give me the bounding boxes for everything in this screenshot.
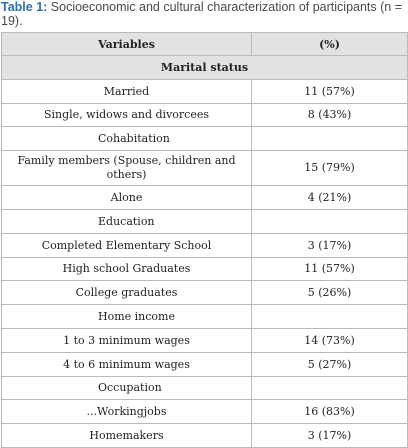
row-value xyxy=(251,126,408,152)
table-caption-label: Table 1: xyxy=(1,0,48,14)
row-value: 15 (79%) xyxy=(251,150,408,187)
table-row: Education xyxy=(1,208,408,234)
table-row: Alone 4 (21%) xyxy=(1,185,408,210)
table-row: Home income xyxy=(1,304,408,329)
table-row: 1 to 3 minimum wages 14 (73%) xyxy=(1,327,408,353)
table-row: Homemakers 3 (17%) xyxy=(1,423,408,448)
table-caption-text: Socioeconomic and cultural characterizat… xyxy=(1,0,403,28)
table-row: ...Workingjobs 16 (83%) xyxy=(1,399,408,425)
row-subheading: Cohabitation xyxy=(1,126,252,152)
row-value xyxy=(251,375,408,401)
row-value: 8 (43%) xyxy=(251,102,408,128)
header-percent: (%) xyxy=(251,32,408,56)
row-variable: Homemakers xyxy=(1,423,252,448)
row-variable: 4 to 6 minimum wages xyxy=(1,351,252,377)
characterization-table: Variables (%) Marital status Married 11 … xyxy=(1,32,408,448)
table-row: Occupation xyxy=(1,375,408,401)
row-value: 3 (17%) xyxy=(251,423,408,448)
row-value: 14 (73%) xyxy=(251,327,408,353)
row-value: 16 (83%) xyxy=(251,399,408,425)
row-value: 3 (17%) xyxy=(251,232,408,258)
row-subheading: Home income xyxy=(1,304,252,329)
row-variable: 1 to 3 minimum wages xyxy=(1,327,252,353)
row-variable: College graduates xyxy=(1,280,252,306)
row-value: 5 (27%) xyxy=(251,351,408,377)
table-row: Family members (Spouse, children and oth… xyxy=(1,150,408,187)
header-variables: Variables xyxy=(1,32,252,56)
row-variable: Family members (Spouse, children and oth… xyxy=(1,150,252,187)
row-variable: Single, widows and divorcees xyxy=(1,102,252,128)
row-variable: High school Graduates xyxy=(1,256,252,282)
table-row: Cohabitation xyxy=(1,126,408,152)
row-value: 11 (57%) xyxy=(251,78,408,104)
table-row: Completed Elementary School 3 (17%) xyxy=(1,232,408,258)
row-value: 4 (21%) xyxy=(251,185,408,210)
table-row: College graduates 5 (26%) xyxy=(1,280,408,306)
row-subheading: Education xyxy=(1,208,252,234)
table-caption: Table 1: Socioeconomic and cultural char… xyxy=(1,0,407,28)
row-variable: Alone xyxy=(1,185,252,210)
row-value: 11 (57%) xyxy=(251,256,408,282)
table-row: 4 to 6 minimum wages 5 (27%) xyxy=(1,351,408,377)
row-value: 5 (26%) xyxy=(251,280,408,306)
row-variable: Completed Elementary School xyxy=(1,232,252,258)
header-row: Variables (%) xyxy=(1,32,408,56)
row-value xyxy=(251,304,408,329)
row-value xyxy=(251,208,408,234)
table-row: Married 11 (57%) xyxy=(1,78,408,104)
section-row: Marital status xyxy=(1,55,408,80)
row-subheading: Occupation xyxy=(1,375,252,401)
table-row: High school Graduates 11 (57%) xyxy=(1,256,408,282)
row-variable: ...Workingjobs xyxy=(1,399,252,425)
table-row: Single, widows and divorcees 8 (43%) xyxy=(1,102,408,128)
section-marital-status: Marital status xyxy=(1,55,408,80)
row-variable: Married xyxy=(1,78,252,104)
